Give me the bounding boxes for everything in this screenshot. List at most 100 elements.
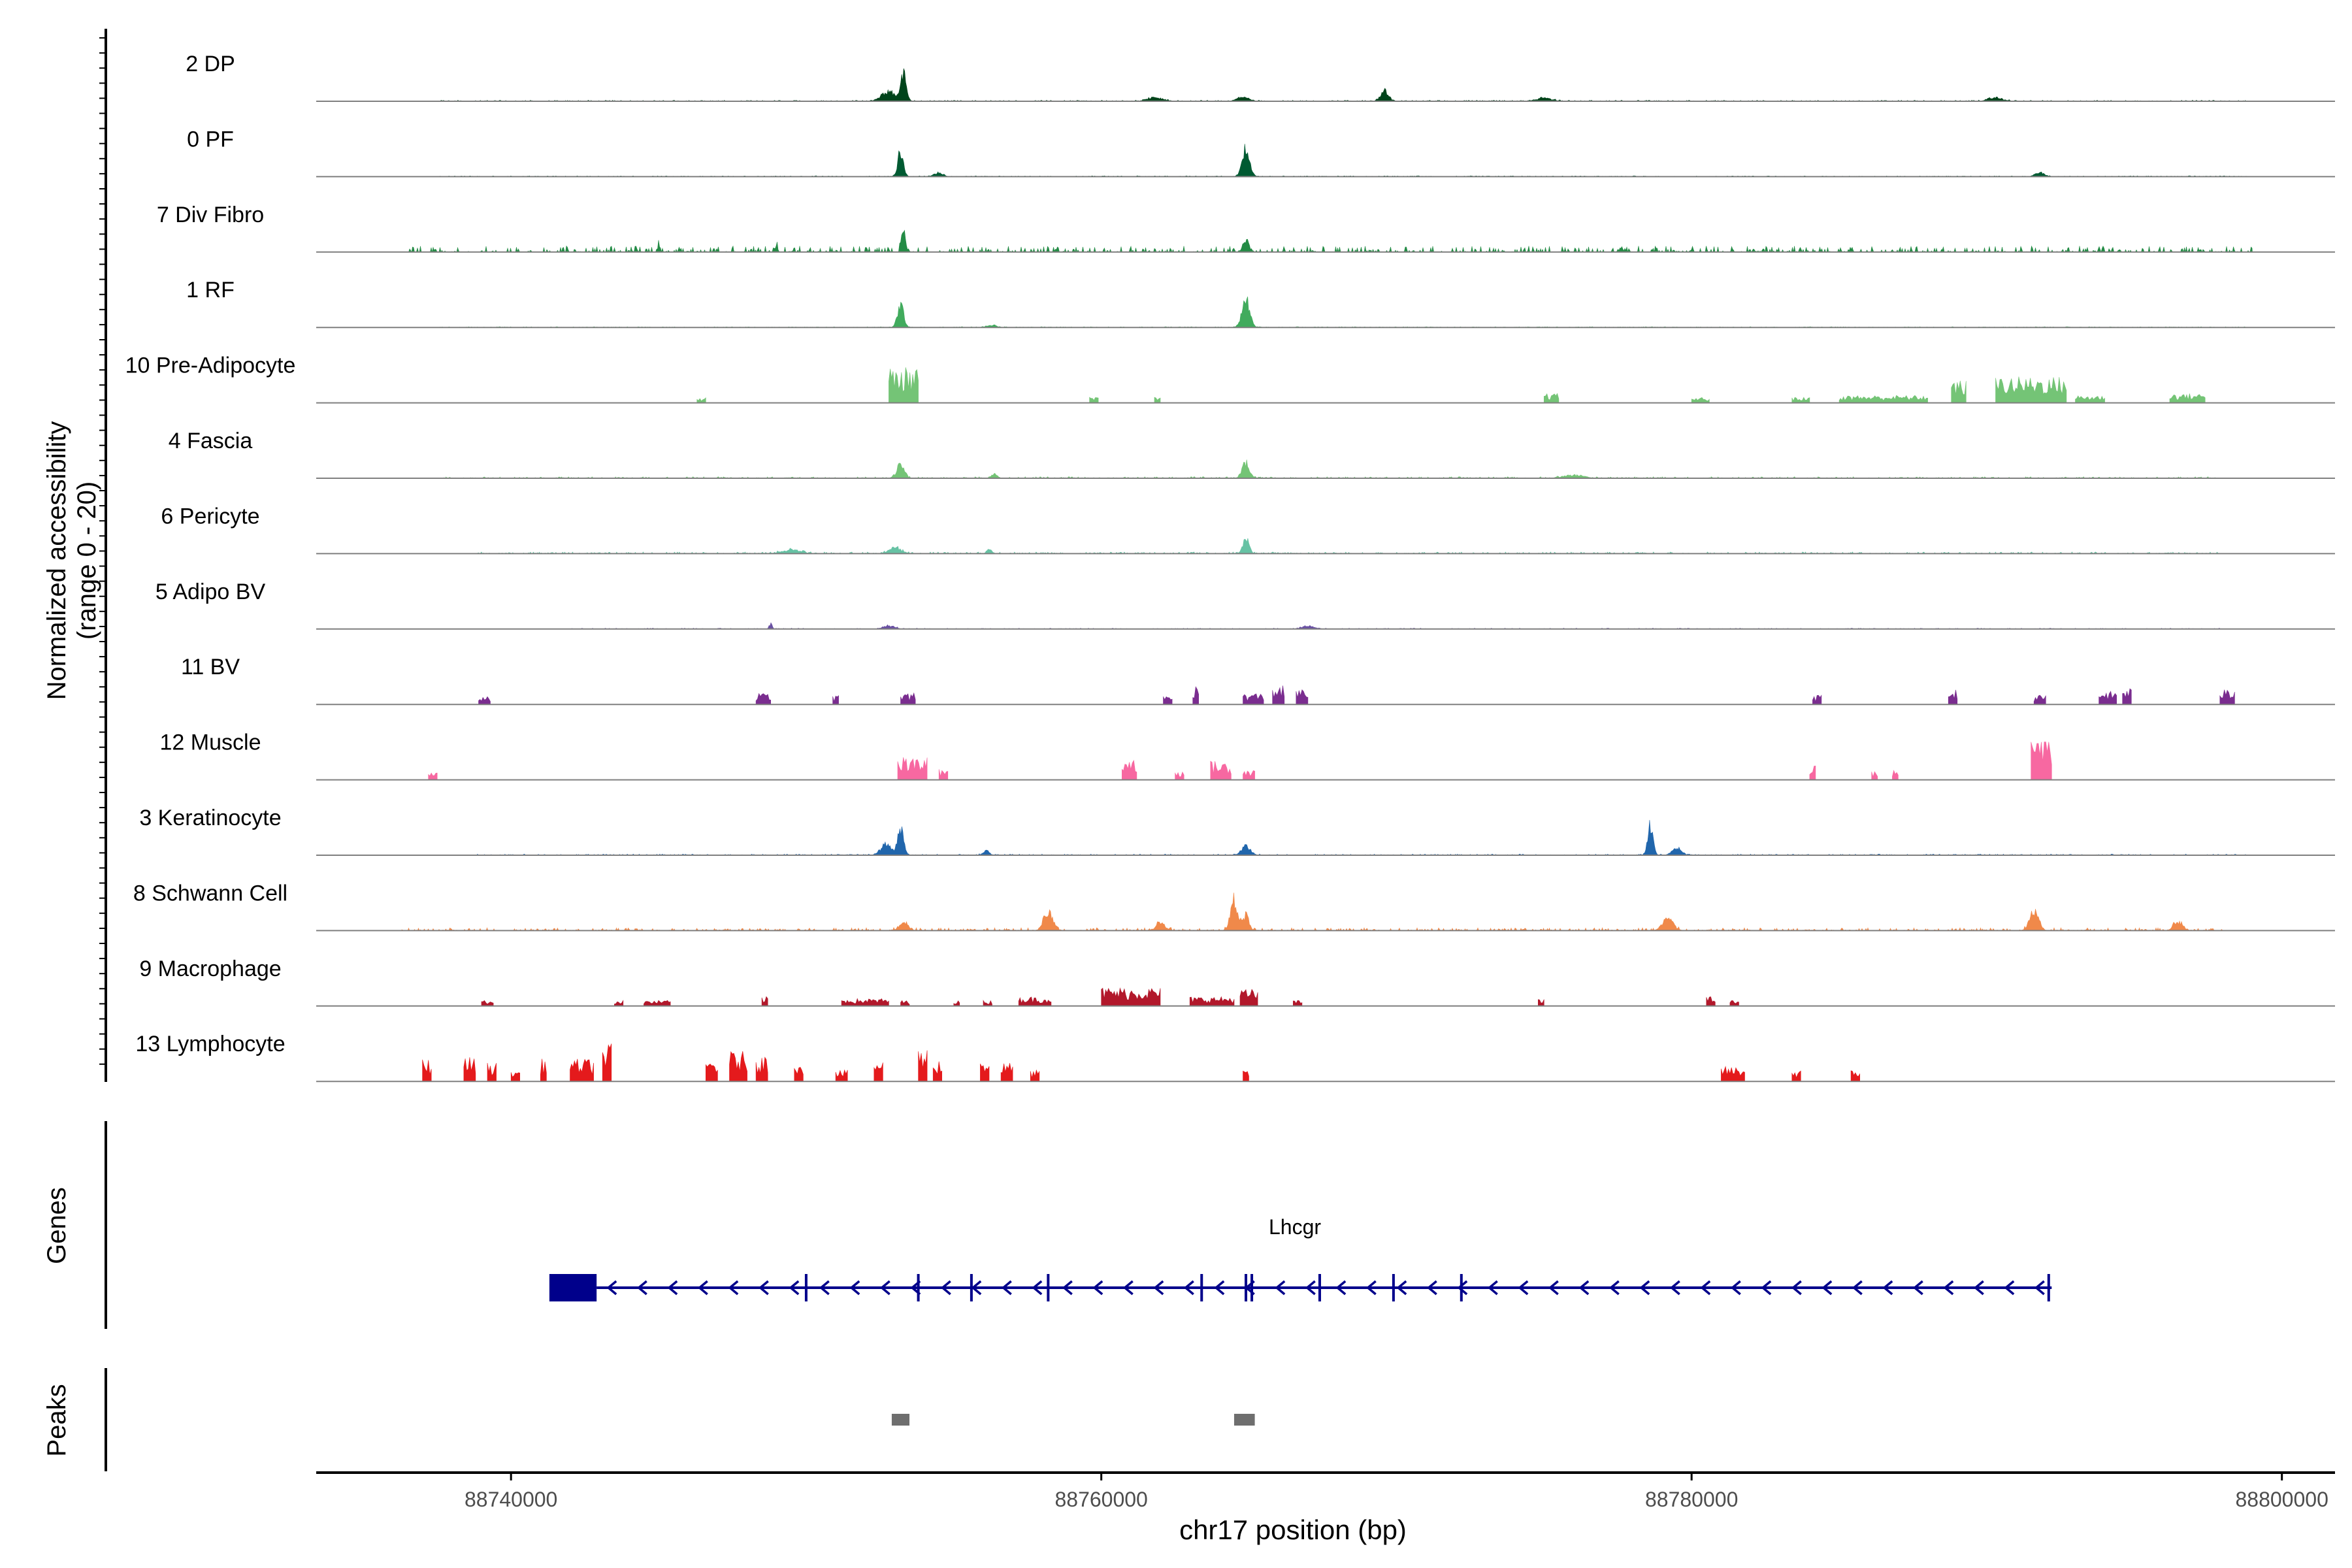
strand-arrow <box>940 1280 951 1296</box>
coverage-block <box>602 1043 612 1082</box>
track-4-fascia: 4 Fascia <box>169 429 2335 479</box>
coverage-block <box>1871 771 1878 780</box>
strand-arrow <box>1487 1280 1498 1296</box>
coverage-block <box>1175 771 1184 780</box>
track-5-adipo-bv: 5 Adipo BV <box>155 580 2335 630</box>
x-tick-label: 88760000 <box>1054 1488 1147 1511</box>
coverage-block <box>900 1000 910 1007</box>
track-label: 8 Schwann Cell <box>133 881 287 906</box>
strand-arrow <box>1062 1280 1073 1296</box>
coverage-block <box>1030 1069 1040 1082</box>
strand-arrow <box>2004 1280 2015 1296</box>
strand-arrow <box>697 1280 708 1296</box>
strand-arrow <box>971 1280 982 1296</box>
coverage-area <box>475 820 2247 856</box>
gene-track: Genes Lhcgr <box>42 1121 2052 1329</box>
track-label: 3 Keratinocyte <box>139 806 281 830</box>
x-tick-label: 88740000 <box>465 1488 557 1511</box>
gene-name: Lhcgr <box>1269 1215 1321 1239</box>
coverage-block <box>1243 693 1264 705</box>
coverage-block <box>1000 1063 1013 1082</box>
coverage-block <box>918 1050 928 1082</box>
coverage-block <box>1239 988 1258 1007</box>
track-label: 9 Macrophage <box>139 956 281 981</box>
coverage-block <box>1189 996 1235 1007</box>
coverage-block <box>2031 742 2052 780</box>
coverage-block <box>2033 694 2046 705</box>
coverage-block <box>1538 999 1544 1007</box>
coverage-block <box>980 1064 990 1082</box>
coverage-block <box>2099 691 2117 705</box>
track-10-pre-adipocyte: 10 Pre-Adipocyte <box>125 353 2335 404</box>
x-axis: 88740000 88760000 88780000 88800000 chr17 po… <box>316 1471 2335 1545</box>
strand-arrow <box>1244 1280 1255 1296</box>
coverage-block <box>761 996 768 1007</box>
strand-arrow <box>1700 1280 1711 1296</box>
coverage-block <box>874 1062 883 1082</box>
peak-track: Peaks <box>42 1368 1255 1471</box>
coverage-block <box>794 1067 804 1082</box>
strand-arrow <box>1457 1280 1468 1296</box>
track-label: 2 DP <box>186 52 235 76</box>
coverage-block <box>1210 760 1232 780</box>
coverage-block <box>422 1059 432 1082</box>
coverage-block <box>1243 1070 1249 1082</box>
strand-arrow <box>1852 1280 1863 1296</box>
coverage-block <box>1812 694 1822 705</box>
coverage-block <box>706 1064 718 1082</box>
coverage-block <box>983 1000 992 1007</box>
coverage-block <box>897 757 928 780</box>
coverage-block <box>1544 393 1560 403</box>
coverage-block <box>1791 397 1810 403</box>
strand-arrow <box>1001 1280 1012 1296</box>
y-axis-title-line2: (range 0 - 20) <box>73 482 101 640</box>
strand-arrow <box>1639 1280 1650 1296</box>
strand-arrow <box>1426 1280 1437 1296</box>
track-11-bv: 11 BV <box>181 655 2335 706</box>
coverage-block <box>1101 987 1161 1007</box>
gene-exon-box <box>549 1274 597 1301</box>
coverage-area <box>475 538 2223 554</box>
peak-region <box>891 1414 910 1426</box>
coverage-block <box>1691 397 1710 403</box>
track-label: 10 Pre-Adipocyte <box>125 353 296 378</box>
strand-arrow <box>849 1280 860 1296</box>
coverage-area <box>440 459 2223 479</box>
coverage-block <box>510 1072 520 1082</box>
strand-arrow <box>1214 1280 1225 1296</box>
coverage-block <box>841 998 889 1007</box>
coverage-block <box>644 1000 671 1007</box>
coverage-block <box>1721 1066 1745 1082</box>
strand-arrow <box>758 1280 769 1296</box>
coverage-block <box>2075 395 2105 403</box>
track-label: 12 Muscle <box>160 730 261 755</box>
coverage-block <box>481 1000 494 1007</box>
strand-arrow <box>1791 1280 1802 1296</box>
strand-arrow <box>1183 1280 1194 1296</box>
track-0-pf: 0 PF <box>187 127 2335 178</box>
strand-arrow <box>1365 1280 1377 1296</box>
track-8-schwann-cell: 8 Schwann Cell <box>133 881 2335 932</box>
coverage-block <box>1192 686 1199 705</box>
coverage-block <box>1791 1070 1801 1082</box>
track-9-macrophage: 9 Macrophage <box>139 956 2335 1007</box>
coverage-block <box>1122 759 1137 780</box>
strand-arrow <box>728 1280 739 1296</box>
coverage-block <box>463 1057 476 1082</box>
coverage-block <box>1850 1070 1860 1082</box>
track-2-dp: 2 DP <box>186 52 2335 102</box>
strand-arrow <box>910 1280 921 1296</box>
coverage-area <box>440 144 2247 177</box>
coverage-block <box>1293 1000 1303 1007</box>
coverage-block <box>1296 689 1309 705</box>
y-axis-title-line1: Normalized accessibility <box>42 421 71 700</box>
strand-arrow <box>1669 1280 1680 1296</box>
strand-arrow <box>1153 1280 1164 1296</box>
coverage-block <box>932 1061 942 1082</box>
track-13-lymphocyte: 13 Lymphocyte <box>135 1032 2335 1083</box>
track-label: 11 BV <box>181 655 240 679</box>
coverage-block <box>938 769 949 780</box>
strand-arrow <box>879 1280 890 1296</box>
strand-arrow <box>636 1280 647 1296</box>
strand-arrow <box>1396 1280 1407 1296</box>
